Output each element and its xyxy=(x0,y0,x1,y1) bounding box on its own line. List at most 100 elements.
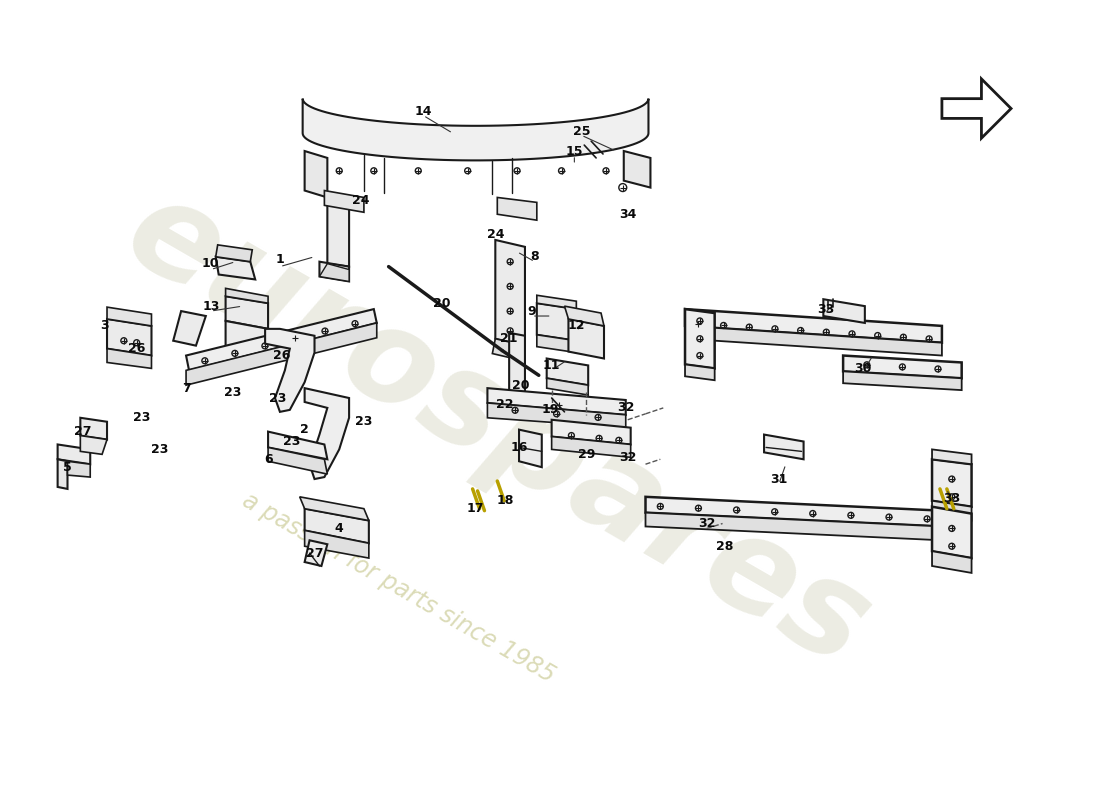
Text: 33: 33 xyxy=(943,492,960,506)
Text: 24: 24 xyxy=(352,194,370,207)
Polygon shape xyxy=(216,245,252,262)
Polygon shape xyxy=(537,303,576,341)
Polygon shape xyxy=(319,262,349,282)
Text: 8: 8 xyxy=(530,250,539,263)
Text: 27: 27 xyxy=(306,546,323,560)
Polygon shape xyxy=(537,334,576,353)
Text: 3: 3 xyxy=(100,319,109,332)
Polygon shape xyxy=(299,497,369,521)
Polygon shape xyxy=(173,311,206,346)
Polygon shape xyxy=(487,388,626,415)
Text: 9: 9 xyxy=(528,305,536,318)
Text: 23: 23 xyxy=(151,443,168,456)
Text: 23: 23 xyxy=(283,435,300,448)
Text: 33: 33 xyxy=(816,302,834,316)
Polygon shape xyxy=(107,307,152,326)
Text: 32: 32 xyxy=(698,517,715,530)
Polygon shape xyxy=(497,198,537,220)
Text: 15: 15 xyxy=(565,145,583,158)
Text: 27: 27 xyxy=(74,425,91,438)
Polygon shape xyxy=(328,194,349,266)
Polygon shape xyxy=(305,530,369,558)
Text: 29: 29 xyxy=(578,448,595,461)
Text: 11: 11 xyxy=(543,359,560,372)
Text: 26: 26 xyxy=(128,342,145,355)
Text: 32: 32 xyxy=(617,402,635,414)
Polygon shape xyxy=(186,309,377,370)
Polygon shape xyxy=(685,309,715,368)
Text: 26: 26 xyxy=(273,349,290,362)
Polygon shape xyxy=(547,378,589,395)
Polygon shape xyxy=(302,98,649,160)
Text: 30: 30 xyxy=(855,362,871,375)
Polygon shape xyxy=(186,323,377,385)
Text: 28: 28 xyxy=(716,540,734,553)
Polygon shape xyxy=(685,365,715,380)
Polygon shape xyxy=(932,450,971,464)
Text: 20: 20 xyxy=(513,378,530,392)
Text: a passion for parts since 1985: a passion for parts since 1985 xyxy=(238,488,559,687)
Text: 31: 31 xyxy=(770,473,788,486)
Text: 13: 13 xyxy=(202,300,220,313)
Polygon shape xyxy=(495,240,525,346)
Text: 22: 22 xyxy=(496,398,514,411)
Text: 7: 7 xyxy=(182,382,190,394)
Text: 34: 34 xyxy=(619,208,637,221)
Polygon shape xyxy=(509,333,525,398)
Polygon shape xyxy=(646,513,942,540)
Polygon shape xyxy=(551,437,630,458)
Polygon shape xyxy=(537,295,576,309)
Text: 19: 19 xyxy=(542,403,559,416)
Polygon shape xyxy=(226,321,268,361)
Polygon shape xyxy=(932,506,971,558)
Polygon shape xyxy=(551,420,630,445)
Text: 20: 20 xyxy=(433,297,451,310)
Polygon shape xyxy=(564,306,604,326)
Polygon shape xyxy=(487,403,626,428)
Polygon shape xyxy=(547,358,589,385)
Polygon shape xyxy=(80,435,107,454)
Text: 23: 23 xyxy=(270,391,287,405)
Text: 6: 6 xyxy=(264,453,273,466)
Text: 5: 5 xyxy=(63,461,72,474)
Polygon shape xyxy=(843,371,961,390)
Polygon shape xyxy=(268,447,328,474)
Polygon shape xyxy=(57,445,90,464)
Polygon shape xyxy=(216,257,255,279)
Polygon shape xyxy=(823,299,865,323)
Text: 23: 23 xyxy=(133,411,151,424)
Polygon shape xyxy=(80,418,107,439)
Polygon shape xyxy=(569,319,604,358)
Polygon shape xyxy=(268,432,328,459)
Text: 32: 32 xyxy=(619,451,637,464)
Polygon shape xyxy=(493,338,525,361)
Polygon shape xyxy=(305,509,369,543)
Polygon shape xyxy=(932,459,971,506)
Text: 23: 23 xyxy=(355,415,373,428)
Text: 17: 17 xyxy=(466,502,484,515)
Polygon shape xyxy=(685,326,942,355)
Polygon shape xyxy=(305,540,328,566)
Text: 14: 14 xyxy=(415,105,432,118)
Text: 1: 1 xyxy=(276,253,284,266)
Polygon shape xyxy=(107,319,152,355)
Text: 12: 12 xyxy=(568,319,585,332)
Polygon shape xyxy=(942,79,1011,138)
Polygon shape xyxy=(685,309,942,342)
Polygon shape xyxy=(67,462,90,477)
Polygon shape xyxy=(265,329,315,412)
Polygon shape xyxy=(57,459,67,489)
Polygon shape xyxy=(519,430,542,467)
Polygon shape xyxy=(843,355,961,378)
Polygon shape xyxy=(764,434,804,459)
Text: 21: 21 xyxy=(500,332,518,346)
Polygon shape xyxy=(226,296,268,329)
Polygon shape xyxy=(226,288,268,303)
Text: 25: 25 xyxy=(572,125,590,138)
Text: 10: 10 xyxy=(202,257,220,270)
Polygon shape xyxy=(319,264,349,282)
Polygon shape xyxy=(305,388,349,479)
Polygon shape xyxy=(107,349,152,368)
Polygon shape xyxy=(932,501,971,521)
Polygon shape xyxy=(324,190,364,212)
